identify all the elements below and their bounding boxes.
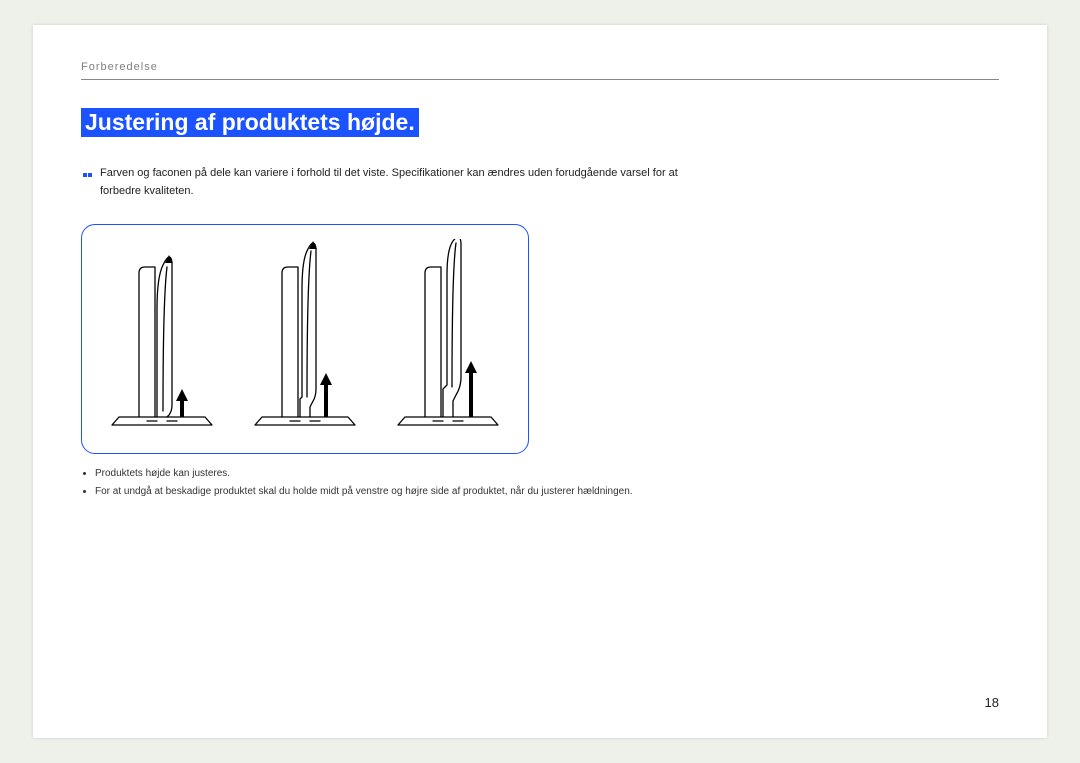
page-number: 18 bbox=[985, 695, 999, 710]
figure-box bbox=[81, 224, 529, 454]
bullet-item: Produktets højde kan justeres. bbox=[95, 466, 641, 482]
note-text: Farven og faconen på dele kan variere i … bbox=[100, 165, 721, 200]
document-page: Forberedelse Justering af produktets høj… bbox=[33, 25, 1047, 738]
figure-panel-mid bbox=[240, 239, 370, 439]
figure-panel-high bbox=[383, 239, 513, 439]
page-heading: Justering af produktets højde. bbox=[81, 108, 419, 137]
bullet-item: For at undgå at beskadige produktet skal… bbox=[95, 484, 641, 500]
section-label: Forberedelse bbox=[81, 61, 999, 80]
bullet-list: Produktets højde kan justeres. For at un… bbox=[81, 466, 641, 500]
figure-panel-low bbox=[97, 239, 227, 439]
note-block: Farven og faconen på dele kan variere i … bbox=[81, 165, 721, 200]
note-marker-icon bbox=[83, 168, 93, 186]
